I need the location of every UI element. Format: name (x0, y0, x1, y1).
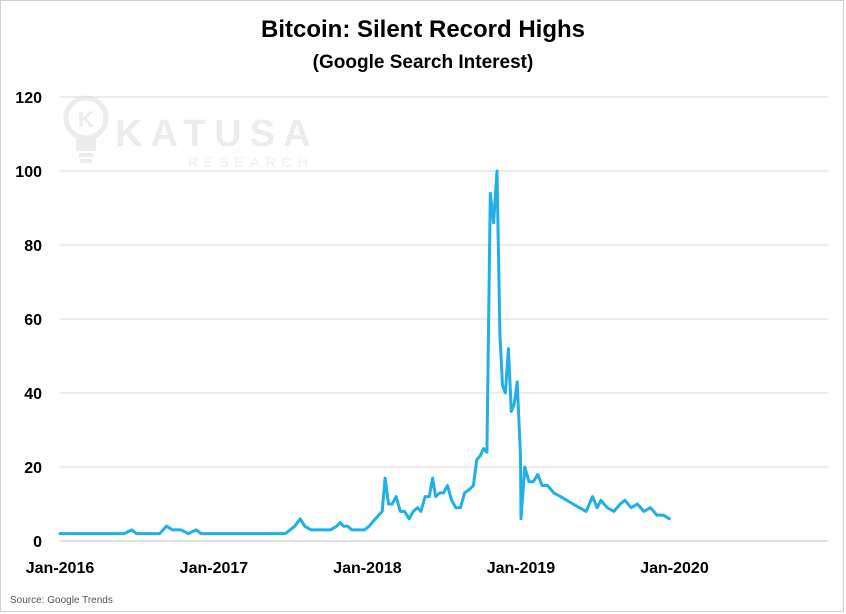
x-tick-label: Jan-2018 (333, 560, 402, 577)
x-tick-label: Jan-2019 (487, 560, 556, 577)
chart-title: Bitcoin: Silent Record Highs (260, 16, 586, 43)
y-tick-label: 100 (15, 164, 42, 181)
y-tick-label: 20 (24, 460, 42, 477)
source-note: Source: Google Trends (10, 595, 113, 606)
watermark-tagline: RESEARCH (188, 154, 314, 170)
y-tick-label: 40 (24, 386, 42, 403)
y-tick-label: 80 (24, 238, 42, 255)
y-tick-label: 120 (15, 90, 42, 107)
x-tick-label: Jan-2020 (640, 560, 709, 577)
watermark-logo: K KATUSA RESEARCH (63, 95, 319, 170)
y-tick-label: 0 (33, 534, 42, 551)
watermark-brand: KATUSA (115, 113, 319, 155)
x-tick-label: Jan-2016 (26, 560, 95, 577)
svg-text:K: K (78, 107, 94, 132)
x-tick-label: Jan-2017 (180, 560, 249, 577)
chart-subtitle: (Google Search Interest) (312, 52, 534, 73)
y-tick-label: 60 (24, 312, 42, 329)
lightbulb-icon: K (63, 95, 109, 163)
series-line (58, 169, 671, 536)
